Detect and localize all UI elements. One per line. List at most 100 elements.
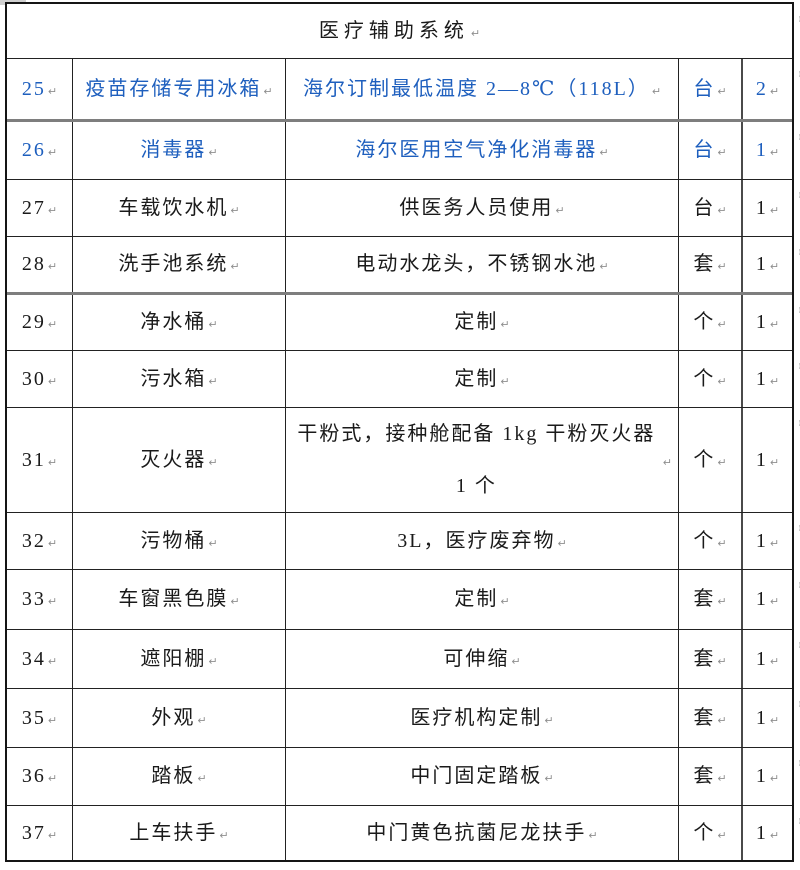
qty-text: 1 xyxy=(755,588,768,610)
unit-text: 套 xyxy=(693,253,716,275)
table-row-35: 35↵ 外观↵ 医疗机构定制↵ 套↵ 1↵ ¤ xyxy=(7,688,800,747)
table-row-28: 28↵ 洗手池系统↵ 电动水龙头，不锈钢水池↵ 套↵ 1↵ ¤ xyxy=(7,236,800,292)
qty-cell: 1 ↵ xyxy=(743,806,792,860)
paragraph-mark-icon: ↵ xyxy=(208,455,218,469)
item-name: 净水桶 xyxy=(140,311,207,333)
item-name-cell: 消毒器 ↵ xyxy=(73,122,286,179)
qty-cell: 1 ↵ xyxy=(743,237,792,292)
row-end-mark-icon: ¤ xyxy=(799,699,800,710)
spec-cell: 定制 ↵ xyxy=(286,295,679,350)
paragraph-mark-icon: ↵ xyxy=(47,772,58,786)
item-name-cell: 车窗黑色膜 ↵ xyxy=(73,570,286,629)
paragraph-mark-icon: ↵ xyxy=(230,595,240,609)
qty-text: 1 xyxy=(755,706,768,729)
paragraph-mark-icon: ↵ xyxy=(599,146,609,160)
row-number-cell: 26 ↵ xyxy=(7,122,73,179)
row-number: 31 xyxy=(21,448,46,471)
row-number: 32 xyxy=(21,529,46,552)
row-number: 37 xyxy=(21,821,46,844)
paragraph-mark-icon: ↵ xyxy=(511,654,521,668)
row-number-cell: 25 ↵ xyxy=(7,59,73,119)
paragraph-mark-icon: ↵ xyxy=(769,455,780,469)
spec-text: 医疗机构定制 xyxy=(410,706,543,729)
paragraph-mark-icon: ↵ xyxy=(208,146,218,160)
paragraph-mark-icon: ↵ xyxy=(717,318,727,332)
unit-text: 台 xyxy=(693,77,716,100)
qty-cell: 1 ↵ xyxy=(743,570,792,629)
unit-cell: 台 ↵ xyxy=(679,180,743,236)
item-name: 消毒器 xyxy=(140,139,207,161)
unit-cell: 台 ↵ xyxy=(679,122,743,179)
item-name-cell: 车载饮水机 ↵ xyxy=(73,180,286,236)
qty-text: 1 xyxy=(755,311,768,333)
row-number: 26 xyxy=(21,139,46,161)
paragraph-mark-icon: ↵ xyxy=(717,455,727,469)
item-name: 车载饮水机 xyxy=(118,196,229,219)
paragraph-mark-icon: ↵ xyxy=(769,203,780,217)
paragraph-mark-icon: ↵ xyxy=(599,260,609,274)
unit-cell: 套 ↵ xyxy=(679,689,743,747)
paragraph-mark-icon: ↵ xyxy=(717,203,727,217)
unit-text: 套 xyxy=(693,647,716,670)
unit-cell: 个 ↵ xyxy=(679,408,743,512)
qty-cell: 1 ↵ xyxy=(743,748,792,805)
table-row-29: 29↵ 净水桶↵ 定制↵ 个↵ 1↵ ¤ xyxy=(7,292,800,350)
table-row-32: 32↵ 污物桶↵ 3L，医疗废弃物↵ 个↵ 1↵ ¤ xyxy=(7,512,800,569)
row-end-mark-icon: ¤ xyxy=(799,14,800,25)
spec-cell: 医疗机构定制 ↵ xyxy=(286,689,679,747)
paragraph-mark-icon: ↵ xyxy=(769,828,780,842)
paragraph-mark-icon: ↵ xyxy=(769,713,780,727)
paragraph-mark-icon: ↵ xyxy=(717,374,727,388)
item-name-cell: 洗手池系统 ↵ xyxy=(73,237,286,292)
qty-cell: 1 ↵ xyxy=(743,351,792,407)
row-number-cell: 37 ↵ xyxy=(7,806,73,860)
spec-cell: 海尔医用空气净化消毒器 ↵ xyxy=(286,122,679,179)
paragraph-mark-icon: ↵ xyxy=(717,260,727,274)
unit-cell: 套 ↵ xyxy=(679,570,743,629)
paragraph-mark-icon: ↵ xyxy=(717,713,727,727)
row-end-mark-icon: ¤ xyxy=(799,640,800,651)
paragraph-mark-icon: ↵ xyxy=(208,374,218,388)
unit-text: 套 xyxy=(693,765,716,787)
spec-text: 海尔订制最低温度 2—8℃（118L） xyxy=(302,77,650,100)
spec-text: 中门固定踏板 xyxy=(410,765,543,787)
paragraph-mark-icon: ↵ xyxy=(500,595,510,609)
qty-cell: 1 ↵ xyxy=(743,630,792,688)
row-number: 25 xyxy=(21,77,46,100)
spec-text: 定制 xyxy=(454,588,499,610)
paragraph-mark-icon: ↵ xyxy=(769,654,780,668)
paragraph-mark-icon: ↵ xyxy=(717,772,727,786)
qty-text: 1 xyxy=(755,367,768,390)
paragraph-mark-icon: ↵ xyxy=(651,84,662,98)
paragraph-mark-icon: ↵ xyxy=(500,318,510,332)
item-name-cell: 污物桶 ↵ xyxy=(73,513,286,569)
paragraph-mark-icon: ↵ xyxy=(717,828,727,842)
unit-cell: 套 ↵ xyxy=(679,237,743,292)
unit-text: 个 xyxy=(693,821,716,844)
paragraph-mark-icon: ↵ xyxy=(769,84,780,98)
spec-text: 供医务人员使用 xyxy=(399,196,554,219)
paragraph-mark-icon: ↵ xyxy=(208,654,218,668)
table-row-25: 25 ↵ 疫苗存储专用冰箱 ↵ 海尔订制最低温度 2—8℃（118L） ↵ 台 ↵ 2 ↵… xyxy=(7,58,800,119)
paragraph-mark-icon: ↵ xyxy=(717,146,727,160)
paragraph-mark-icon: ↵ xyxy=(47,146,58,160)
paragraph-mark-icon: ↵ xyxy=(230,203,240,217)
unit-cell: 套 ↵ xyxy=(679,630,743,688)
row-number-cell: 34 ↵ xyxy=(7,630,73,688)
table-row-26: 26↵ 消毒器↵ 海尔医用空气净化消毒器↵ 台↵ 1↵ ¤ xyxy=(7,119,800,179)
paragraph-mark-icon: ↵ xyxy=(470,26,481,40)
qty-text: 1 xyxy=(755,647,768,670)
row-number-cell: 35 ↵ xyxy=(7,689,73,747)
qty-cell: 1 ↵ xyxy=(743,689,792,747)
unit-cell: 个 ↵ xyxy=(679,513,743,569)
item-name-cell: 遮阳棚 ↵ xyxy=(73,630,286,688)
item-name: 污物桶 xyxy=(140,529,207,552)
unit-text: 套 xyxy=(693,706,716,729)
row-number-cell: 27 ↵ xyxy=(7,180,73,236)
row-number: 30 xyxy=(21,367,46,390)
row-number-cell: 28 ↵ xyxy=(7,237,73,292)
paragraph-mark-icon: ↵ xyxy=(263,84,273,98)
paragraph-mark-icon: ↵ xyxy=(662,456,672,469)
row-number-cell: 30 ↵ xyxy=(7,351,73,407)
item-name-cell: 疫苗存储专用冰箱 ↵ xyxy=(73,59,286,119)
